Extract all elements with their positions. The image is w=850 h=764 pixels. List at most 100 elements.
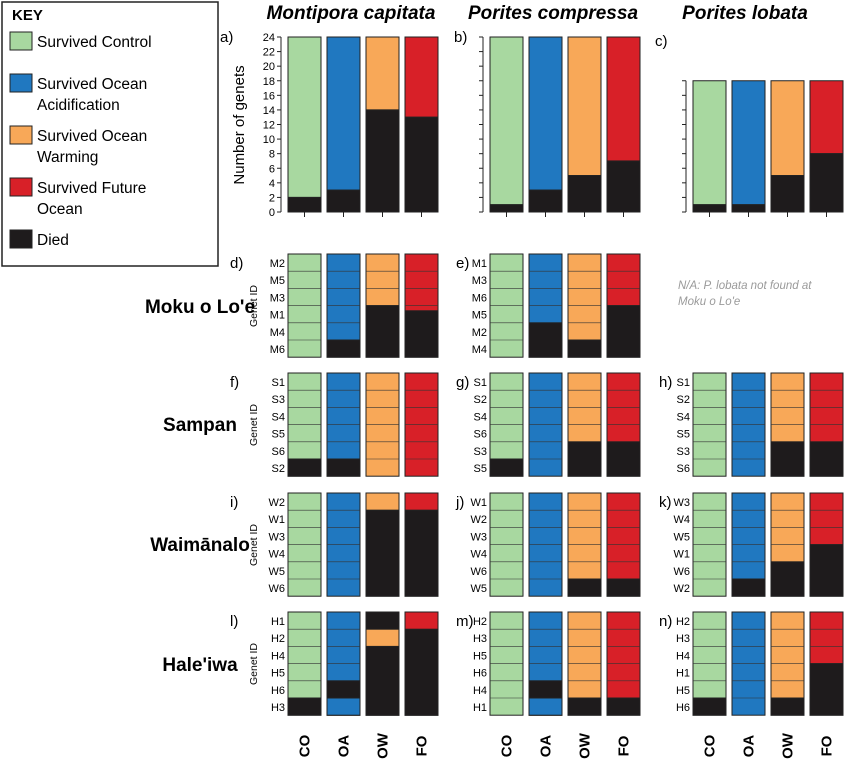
bar-died <box>365 109 400 213</box>
genet-label: S1 <box>677 377 690 389</box>
genet-label: H2 <box>676 616 690 628</box>
treatment-label: FO <box>819 735 836 756</box>
bar-survived <box>606 36 641 162</box>
genet-died <box>365 305 400 358</box>
panel-letter: j) <box>455 494 464 511</box>
key-label-survived-future-ocean: Survived Future <box>37 180 146 197</box>
bar-survived <box>326 36 361 191</box>
genet-label: W5 <box>471 583 488 595</box>
genet-label: M2 <box>270 258 285 270</box>
key-label-survived-control: Survived Control <box>37 34 152 51</box>
bar-survived <box>404 36 439 118</box>
species-title: Porites compressa <box>468 3 638 24</box>
site-name: Hale'iwa <box>162 655 238 676</box>
genet-label: W6 <box>674 566 691 578</box>
genet-label: M4 <box>270 327 285 339</box>
genet-label: H1 <box>271 616 285 628</box>
panel-letter: b) <box>454 29 467 46</box>
genet-died <box>606 305 641 358</box>
key-label-survived-ocean-warming: Survived Ocean <box>37 128 147 145</box>
panel-letter: g) <box>456 374 469 391</box>
y-tick-label: 6 <box>269 163 275 175</box>
bar-survived <box>489 36 524 206</box>
genet-label: H6 <box>271 685 285 697</box>
genet-axis-title: Genet ID <box>248 643 260 685</box>
treatment-label: OW <box>577 732 594 759</box>
bar-died <box>770 175 805 213</box>
genet-label: S2 <box>272 463 285 475</box>
na-note: N/A: P. lobata not found at <box>678 280 812 292</box>
genet-segment <box>365 628 400 647</box>
genet-died <box>287 697 322 716</box>
genet-label: S4 <box>272 411 285 423</box>
genet-died <box>404 310 439 358</box>
key-label-survived-future-ocean: Ocean <box>37 201 83 218</box>
site-name: Sampan <box>163 415 237 436</box>
genet-died <box>326 339 361 358</box>
genet-label: S3 <box>474 446 487 458</box>
genet-label: M1 <box>270 310 285 322</box>
genet-label: W1 <box>269 514 286 526</box>
treatment-label: OW <box>780 732 797 759</box>
genet-died <box>692 697 727 716</box>
genet-label: W2 <box>471 514 488 526</box>
bar-died <box>489 204 524 213</box>
y-tick-label: 18 <box>263 76 275 88</box>
site-name: Moku o Lo'e <box>145 297 255 318</box>
genet-label: H6 <box>473 668 487 680</box>
genet-died <box>365 509 400 597</box>
panel-letter: l) <box>230 613 238 630</box>
treatment-label: CO <box>702 734 719 757</box>
genet-label: W4 <box>471 549 488 561</box>
genet-label: H5 <box>271 668 285 680</box>
treatment-label: OA <box>538 735 555 758</box>
genet-label: S5 <box>272 429 285 441</box>
bar-died <box>567 175 602 213</box>
genet-segment <box>326 680 361 699</box>
panel-letter: a) <box>220 29 233 46</box>
key-legend: KEY Survived Control Survived Ocean Acidifi… <box>1 1 219 267</box>
genet-label: H4 <box>473 685 487 697</box>
species-title: Montipora capitata <box>267 3 436 24</box>
bar-died <box>287 196 322 213</box>
genet-label: H4 <box>676 650 690 662</box>
bar-died <box>809 153 844 213</box>
genet-label: H4 <box>271 650 285 662</box>
y-tick-label: 16 <box>263 90 275 102</box>
genet-died <box>606 441 641 477</box>
genet-label: W5 <box>269 566 286 578</box>
panel-letter: c) <box>655 33 668 50</box>
genet-label: M5 <box>472 310 487 322</box>
bar-survived <box>287 36 322 198</box>
genet-died <box>528 322 563 358</box>
genet-label: S3 <box>272 394 285 406</box>
genet-label: H3 <box>271 702 285 714</box>
key-label-died: Died <box>37 232 69 249</box>
bar-survived <box>731 80 766 206</box>
genet-died <box>809 663 844 716</box>
genet-died <box>326 458 361 477</box>
genet-label: W2 <box>269 497 286 509</box>
panel-letter: i) <box>230 494 238 511</box>
genet-label: H1 <box>676 668 690 680</box>
bar-died <box>731 204 766 213</box>
panel-letter: k) <box>659 494 672 511</box>
bar-survived <box>809 80 844 155</box>
panel-letter: e) <box>456 255 469 272</box>
genet-label: W1 <box>471 497 488 509</box>
genet-label: W2 <box>674 583 691 595</box>
treatment-label: OW <box>375 732 392 759</box>
genet-died <box>809 441 844 477</box>
genet-label: W4 <box>269 549 286 561</box>
key-swatch-survived-future-ocean <box>9 177 33 197</box>
genet-label: M5 <box>270 275 285 287</box>
y-tick-label: 24 <box>263 32 275 44</box>
genet-label: S4 <box>474 411 487 423</box>
genet-label: H3 <box>473 633 487 645</box>
genet-axis-title: Genet ID <box>248 524 260 566</box>
genet-label: M2 <box>472 327 487 339</box>
genet-died <box>731 578 766 597</box>
genet-died <box>567 697 602 716</box>
genet-label: M6 <box>270 344 285 356</box>
genet-segment <box>365 611 400 716</box>
